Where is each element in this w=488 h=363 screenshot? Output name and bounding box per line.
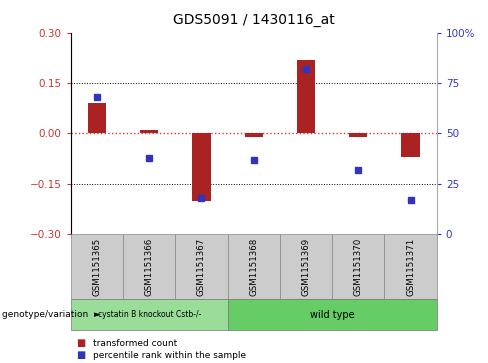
Bar [349,134,367,137]
Text: percentile rank within the sample: percentile rank within the sample [93,351,246,359]
Bar [244,134,263,137]
Text: GSM1151369: GSM1151369 [302,238,310,296]
Text: GSM1151365: GSM1151365 [92,238,102,296]
Bar [88,103,106,134]
Text: GSM1151370: GSM1151370 [354,238,363,296]
Bar [192,134,211,201]
Text: GSM1151367: GSM1151367 [197,238,206,296]
Text: GSM1151371: GSM1151371 [406,238,415,296]
Text: ■: ■ [76,350,85,360]
Text: GSM1151366: GSM1151366 [144,238,154,296]
Text: GSM1151368: GSM1151368 [249,238,258,296]
Text: cystatin B knockout Cstb-/-: cystatin B knockout Cstb-/- [98,310,201,319]
Bar [402,134,420,157]
Text: transformed count: transformed count [93,339,177,347]
Text: genotype/variation  ►: genotype/variation ► [2,310,102,319]
Bar [297,60,315,134]
Text: GDS5091 / 1430116_at: GDS5091 / 1430116_at [173,13,335,27]
Text: ■: ■ [76,338,85,348]
Text: wild type: wild type [310,310,354,320]
Bar [140,130,158,134]
